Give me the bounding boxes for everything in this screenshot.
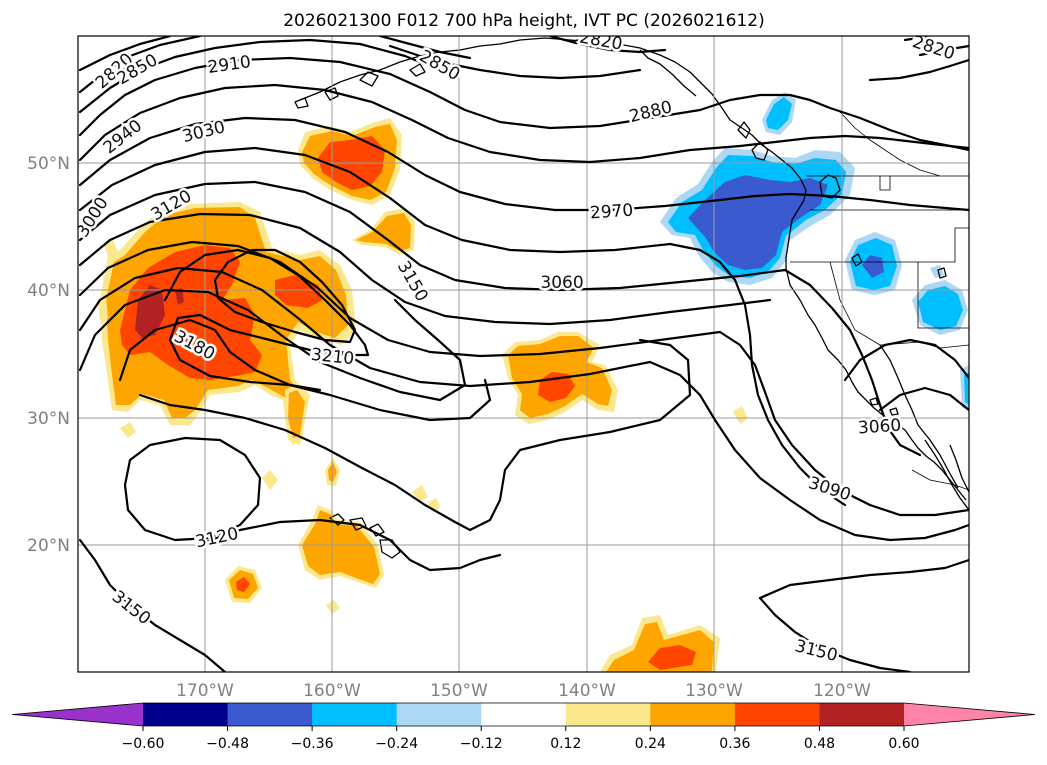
map-frame <box>77 35 970 673</box>
colorbar-segment <box>650 703 736 726</box>
colorbar-segment <box>819 703 905 726</box>
contour-labels: 2820 2850 2910 2940 3000 3030 3120 2850 … <box>78 36 960 669</box>
lon-tick-label: 130°W <box>685 681 743 701</box>
contour-label: 3060 <box>855 413 905 441</box>
colorbar-segment <box>143 703 229 726</box>
colorbar-extend-min <box>12 703 143 726</box>
colorbar-segment <box>227 703 313 726</box>
lon-axis: 170°W 160°W 150°W 140°W 130°W 120°W <box>176 681 871 701</box>
colorbar-tick-label: −0.24 <box>375 736 418 752</box>
colorbar: −0.60 −0.48 −0.36 −0.24 −0.12 0.12 0.24 0.36 0.4… <box>11 702 1036 752</box>
colorbar-segment <box>312 703 398 726</box>
colorbar-tick-label: 0.48 <box>804 736 835 752</box>
lon-tick-label: 160°W <box>303 681 361 701</box>
lon-tick-label: 170°W <box>176 681 234 701</box>
lat-tick-label: 20°N <box>27 536 70 556</box>
lat-axis: 20°N 30°N 40°N 50°N <box>27 154 70 556</box>
lat-tick-label: 50°N <box>27 154 70 174</box>
colorbar-tick-label: 0.24 <box>635 736 666 752</box>
svg-text:3060: 3060 <box>857 416 902 439</box>
colorbar-segment <box>734 703 820 726</box>
map-panel: 2820 2850 2910 2940 3000 3030 3120 2850 … <box>27 35 970 701</box>
lon-tick-label: 140°W <box>558 681 616 701</box>
lon-tick-label: 150°W <box>430 681 488 701</box>
contour-label: 3060 <box>538 271 586 296</box>
colorbar-tick-label: −0.60 <box>122 736 165 752</box>
contour-label: 2970 <box>587 198 637 226</box>
svg-text:2970: 2970 <box>589 201 634 224</box>
figure-title: 2026021300 F012 700 hPa height, IVT PC (… <box>283 11 765 31</box>
colorbar-segment <box>565 703 651 726</box>
lon-tick-label: 120°W <box>813 681 871 701</box>
colorbar-tick-label: −0.48 <box>206 736 249 752</box>
colorbar-tick-label: −0.36 <box>291 736 334 752</box>
height-contours <box>78 36 969 672</box>
colorbar-tick-label: 0.60 <box>888 736 919 752</box>
lat-tick-label: 30°N <box>27 409 70 429</box>
lat-tick-label: 40°N <box>27 281 70 301</box>
ivt-negative-shading <box>660 92 969 410</box>
colorbar-tick-label: 0.12 <box>550 736 581 752</box>
colorbar-tick-label: −0.12 <box>460 736 503 752</box>
colorbar-segment <box>396 703 482 726</box>
colorbar-extend-max <box>904 703 1035 726</box>
colorbar-segment <box>481 703 567 726</box>
svg-text:3060: 3060 <box>540 273 583 293</box>
colorbar-tick-label: 0.36 <box>719 736 750 752</box>
